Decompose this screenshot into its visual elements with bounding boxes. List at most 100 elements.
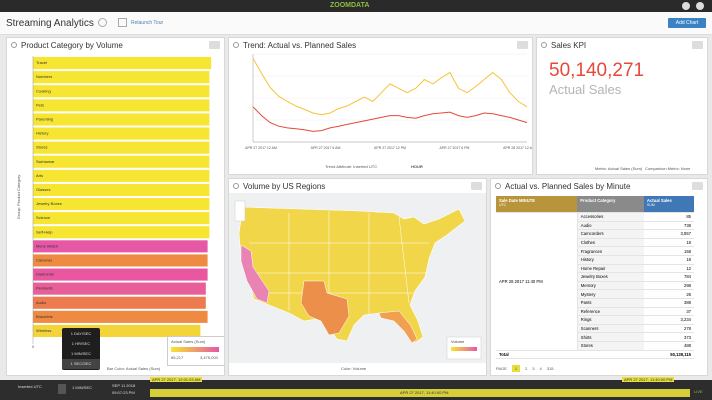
page-link[interactable]: 315 bbox=[546, 366, 554, 371]
info-icon bbox=[541, 42, 547, 48]
data-table: Sale Date MINUTE UTC Product Category Actua… bbox=[496, 196, 694, 360]
timeline-mid: APR 27 2017, 11:40:00 PM bbox=[400, 390, 449, 395]
bar bbox=[33, 183, 210, 196]
kpi-value: 50,140,271 bbox=[549, 60, 645, 81]
bar-label: Parenting bbox=[36, 117, 53, 122]
column-title: Product Category bbox=[580, 198, 616, 203]
info-icon bbox=[233, 183, 239, 189]
bar-label: Cooking bbox=[36, 88, 51, 93]
florida bbox=[378, 310, 418, 344]
column-sub: SUM bbox=[646, 203, 655, 207]
timeline-range[interactable] bbox=[150, 389, 690, 397]
color-legend: Actual Sales (Sum) 65,217 3,475,000 bbox=[167, 336, 224, 366]
live-label[interactable]: LIVE bbox=[694, 389, 703, 394]
panel-menu[interactable] bbox=[517, 41, 528, 49]
speed-option[interactable]: 1 HR/SEC bbox=[71, 341, 91, 346]
category-cell: Scanners bbox=[577, 324, 644, 334]
x-tick-label: APR 27 2017 12 PM bbox=[374, 146, 406, 150]
bar bbox=[33, 198, 210, 211]
speed-option[interactable]: 1 DAY/SEC bbox=[70, 331, 92, 336]
map-panel: Volume by US Regions Volume Color: Volum… bbox=[228, 178, 487, 376]
bar bbox=[33, 127, 210, 140]
bar-label: Bracelets bbox=[36, 314, 53, 319]
kpi-panel: Sales KPI 50,140,271 Actual Sales Metric… bbox=[536, 37, 708, 175]
panel-menu[interactable] bbox=[471, 182, 482, 190]
line-chart: APR 27 2017 12 AM APR 27 2017 6 AM APR 27 … bbox=[245, 53, 532, 150]
bar bbox=[33, 99, 210, 112]
column-sub: UTC bbox=[499, 203, 507, 207]
timeline-speed[interactable]: 1 MIN/SEC bbox=[72, 385, 93, 390]
value-cell: 85 bbox=[643, 212, 694, 222]
table-row: Clothes 18 bbox=[496, 238, 694, 248]
bar-label: Stores bbox=[36, 145, 48, 150]
bar-label: History bbox=[36, 131, 48, 136]
column-title: Sale Date MINUTE bbox=[499, 198, 536, 203]
timeline-end: APR 27 2017, 11:40:00 PM bbox=[622, 377, 675, 382]
legend-title: Volume bbox=[451, 339, 465, 344]
texas bbox=[300, 280, 350, 336]
info-icon bbox=[495, 183, 501, 189]
legend-gradient bbox=[171, 347, 219, 352]
panel-menu[interactable] bbox=[209, 41, 220, 49]
tour-icon[interactable] bbox=[118, 18, 127, 27]
category-cell: Rings bbox=[577, 315, 644, 325]
settings-icon[interactable] bbox=[696, 2, 704, 10]
panel-menu[interactable] bbox=[692, 182, 703, 190]
x-tick-label: APR 27 2017 12 AM bbox=[245, 146, 277, 150]
tour-link[interactable]: Relaunch Tour bbox=[131, 20, 164, 26]
dashboard-title: Streaming Analytics bbox=[6, 18, 94, 29]
category-cell: Accessories bbox=[577, 212, 644, 222]
timeline-date: SEP 11 2018 bbox=[112, 383, 136, 388]
info-icon bbox=[11, 42, 17, 48]
bar bbox=[33, 212, 210, 225]
category-cell: Home Repair bbox=[577, 264, 644, 274]
table-row: Audio 738 bbox=[496, 221, 694, 231]
category-cell: Fragrances bbox=[577, 246, 644, 256]
speed-option[interactable]: 1 SEC/SEC bbox=[62, 359, 100, 369]
help-icon[interactable] bbox=[682, 2, 690, 10]
value-cell: 18 bbox=[643, 255, 694, 265]
panel-title: Volume by US Regions bbox=[243, 182, 326, 191]
pause-button[interactable] bbox=[58, 384, 66, 394]
bar bbox=[33, 113, 210, 126]
bar-label: Swimwear bbox=[36, 159, 55, 164]
page-link[interactable]: 4 bbox=[539, 366, 542, 371]
color-label: Bar Color: Actual Sales (Sum) bbox=[107, 366, 161, 371]
table-row: Shirts 373 bbox=[496, 332, 694, 342]
table-row: History 18 bbox=[496, 255, 694, 265]
table-row: Memory 298 bbox=[496, 281, 694, 291]
table-row: Fragrances 158 bbox=[496, 246, 694, 256]
page-link[interactable]: 1 bbox=[511, 365, 521, 372]
speed-menu: 1 DAY/SEC 1 HR/SEC 1 MIN/SEC 1 SEC/SEC bbox=[62, 328, 100, 370]
kpi-label: Actual Sales bbox=[549, 82, 622, 97]
trend-unit[interactable]: HOUR bbox=[411, 164, 423, 169]
panel-title: Sales KPI bbox=[551, 41, 587, 50]
total-row: Total 50,139,115 bbox=[496, 350, 694, 360]
value-cell: 26 bbox=[643, 289, 694, 299]
value-cell: 373 bbox=[643, 332, 694, 342]
date-cell: APR 28 2017 11:40 PM bbox=[496, 212, 578, 351]
bar-label: Pendants bbox=[36, 286, 53, 291]
panel-title: Product Category by Volume bbox=[21, 41, 123, 50]
bar-label: Travel bbox=[36, 60, 47, 65]
bar bbox=[33, 71, 210, 84]
zoom-control[interactable] bbox=[234, 200, 246, 222]
bar-label: Science bbox=[36, 215, 51, 220]
speed-option[interactable]: 1 MIN/SEC bbox=[70, 351, 91, 356]
category-cell: Audio bbox=[577, 221, 644, 231]
legend-gradient bbox=[451, 347, 477, 351]
bar bbox=[33, 240, 208, 253]
table-row: Reference 37 bbox=[496, 307, 694, 317]
share-icon[interactable] bbox=[98, 18, 107, 27]
page-link[interactable]: 3 bbox=[532, 366, 535, 371]
column-header: Product Category bbox=[577, 196, 644, 213]
value-cell: 388 bbox=[643, 298, 694, 308]
x-tick-label: 0 bbox=[32, 344, 35, 349]
page-link[interactable]: 2 bbox=[525, 366, 528, 371]
header: Streaming Analytics Relaunch Tour Add Ch… bbox=[0, 12, 712, 35]
category-cell: History bbox=[577, 255, 644, 265]
add-chart-button[interactable]: Add Chart bbox=[668, 18, 706, 28]
bar-label: Pets bbox=[36, 102, 44, 107]
panel-menu[interactable] bbox=[692, 41, 703, 49]
header-row: Sale Date MINUTE UTC Product Category Actua… bbox=[496, 196, 694, 213]
